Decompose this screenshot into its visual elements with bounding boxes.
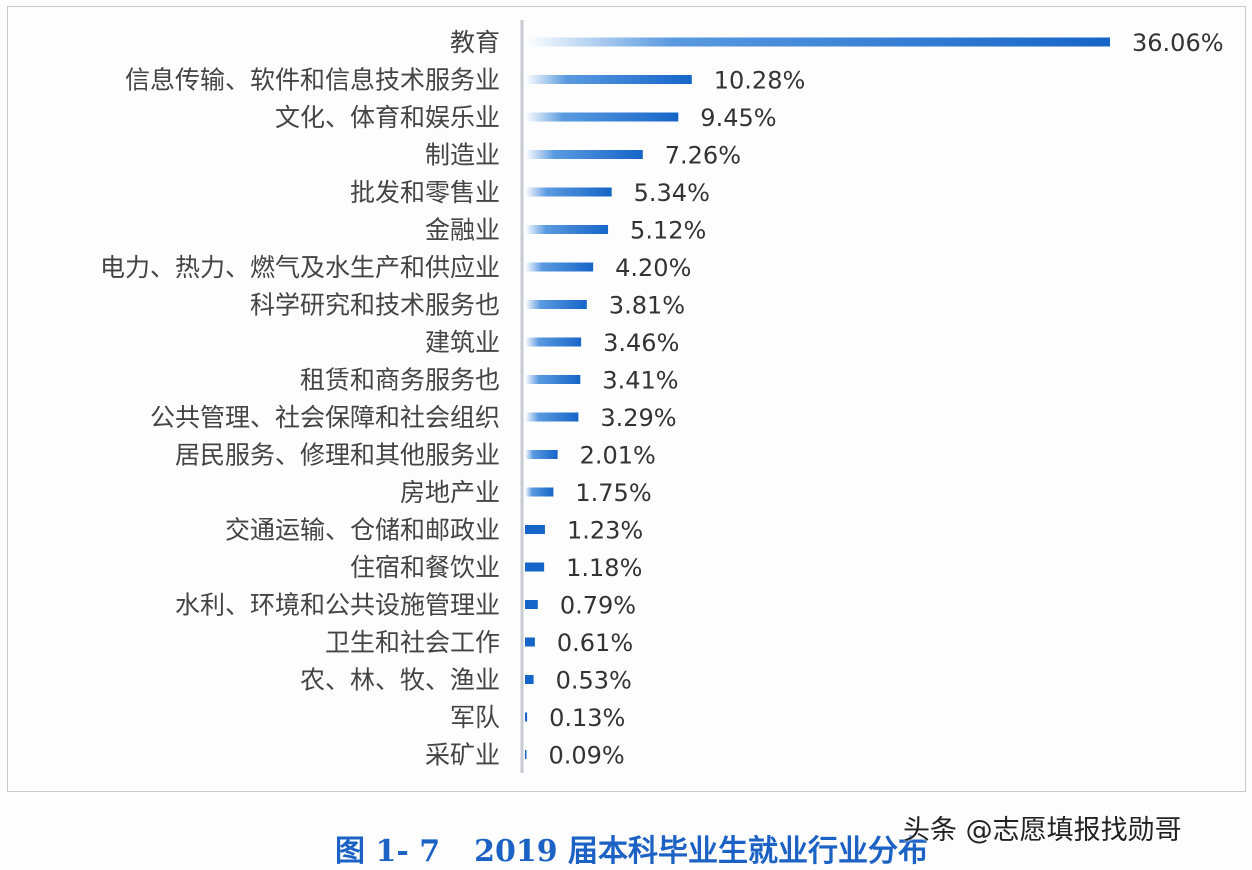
category-label: 房地产业	[400, 478, 500, 507]
data-label: 1.18%	[566, 554, 642, 582]
data-label: 3.41%	[602, 367, 678, 395]
category-label: 信息传输、软件和信息技术服务业	[125, 66, 500, 95]
bar-chart: 教育 36.06% 信息传输、软件和信息技术服务业 10.28% 文化、体育和娱乐业 9.…	[100, 20, 1224, 773]
bar	[525, 487, 554, 497]
bar	[525, 300, 587, 309]
bar	[525, 450, 558, 459]
bar	[525, 150, 643, 159]
data-label: 1.75%	[575, 479, 651, 507]
data-label: 1.23%	[567, 517, 643, 545]
figure-caption: 图 1- 7 2019 届本科毕业生就业行业分布	[335, 826, 928, 870]
category-label: 租赁和商务服务也	[300, 366, 500, 395]
data-label: 5.12%	[630, 217, 706, 245]
category-label: 农、林、牧、渔业	[300, 666, 500, 695]
data-label: 0.09%	[548, 742, 624, 770]
bar	[525, 337, 582, 347]
data-label: 4.20%	[615, 254, 691, 282]
data-label: 36.06%	[1132, 29, 1224, 57]
data-label: 0.13%	[549, 704, 625, 732]
category-label: 电力、热力、燃气及水生产和供应业	[100, 253, 500, 282]
bar	[525, 37, 1110, 47]
bar	[525, 712, 528, 722]
bar	[525, 750, 527, 759]
data-label: 7.26%	[665, 142, 741, 170]
data-label: 5.34%	[634, 179, 710, 207]
data-label: 2.01%	[580, 442, 656, 470]
category-label: 教育	[450, 28, 500, 57]
category-label: 科学研究和技术服务也	[250, 291, 500, 320]
data-label: 3.46%	[603, 329, 679, 357]
category-label: 交通运输、仓储和邮政业	[225, 516, 500, 545]
bar	[525, 525, 545, 534]
bar	[525, 112, 679, 122]
category-label: 公共管理、社会保障和社会组织	[150, 403, 500, 432]
data-label: 3.29%	[600, 404, 676, 432]
category-label: 建筑业	[425, 328, 500, 357]
watermark: 头条 @志愿填报找勋哥	[903, 815, 1182, 846]
category-label: 住宿和餐饮业	[350, 553, 500, 582]
figure-number: 图 1- 7	[335, 834, 441, 869]
data-label: 9.45%	[700, 104, 776, 132]
bar	[525, 375, 581, 384]
data-label: 0.61%	[557, 629, 633, 657]
data-label: 0.53%	[556, 667, 632, 695]
category-label: 批发和零售业	[350, 178, 500, 207]
data-label: 3.81%	[609, 292, 685, 320]
category-label: 居民服务、修理和其他服务业	[175, 441, 500, 470]
bar	[525, 225, 609, 234]
bar	[525, 637, 535, 647]
chart-frame	[7, 6, 1246, 792]
bar	[525, 412, 579, 422]
category-label: 水利、环境和公共设施管理业	[175, 591, 500, 620]
category-label: 采矿业	[425, 741, 500, 770]
bar	[525, 562, 545, 572]
data-label: 10.28%	[714, 67, 806, 95]
category-label: 卫生和社会工作	[325, 628, 500, 657]
category-label: 军队	[450, 703, 500, 732]
figure-title: 2019 届本科毕业生就业行业分布	[474, 834, 929, 869]
data-label: 0.79%	[560, 592, 636, 620]
bar	[525, 262, 594, 272]
bar	[525, 675, 534, 684]
category-label: 文化、体育和娱乐业	[275, 103, 500, 132]
category-label: 金融业	[425, 216, 500, 245]
bar	[525, 187, 612, 197]
category-label: 制造业	[425, 141, 500, 170]
bar	[525, 75, 692, 84]
bar	[525, 600, 538, 609]
